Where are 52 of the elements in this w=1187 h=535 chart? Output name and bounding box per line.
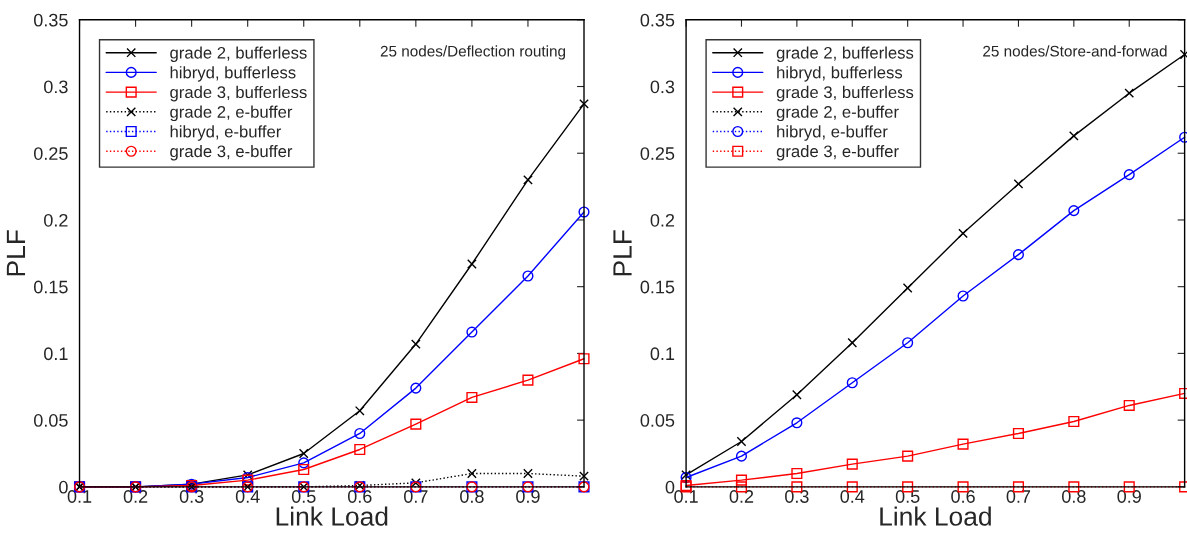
- annotation: 25 nodes/Deflection routing: [380, 45, 566, 60]
- x-axis-title: Link Load: [276, 506, 388, 526]
- x-tick-label: 0.5: [895, 490, 920, 503]
- annotation: 25 nodes/Store-and-forwad: [983, 45, 1167, 57]
- x-tick-label: 0.3: [179, 490, 204, 503]
- x-tick-label: 0.6: [951, 490, 975, 503]
- legend-label: grade 3, e-buffer: [776, 144, 899, 161]
- x-tick-label: 0.8: [1062, 490, 1086, 503]
- y-tick-label: 0.35: [33, 13, 68, 27]
- y-tick-label: 0.1: [650, 347, 675, 361]
- legend-label: hibryd, bufferless: [170, 66, 296, 82]
- legend-label: grade 2, e-buffer: [170, 105, 293, 122]
- legend-label: hibryd, e-buffer: [777, 125, 888, 141]
- y-axis-title: PLF: [613, 230, 632, 276]
- y-tick-label: 0: [665, 480, 675, 494]
- y-tick-label: 0.05: [640, 414, 675, 427]
- x-tick-label: 0.9: [1117, 490, 1141, 503]
- y-tick-label: 0.25: [640, 147, 675, 160]
- legend-label: grade 3, bufferless: [776, 85, 914, 102]
- legend-label: grade 3, bufferless: [170, 85, 307, 102]
- y-tick-label: 0: [59, 480, 68, 494]
- y-tick-label: 0.15: [640, 280, 675, 294]
- y-tick-label: 0.3: [44, 80, 68, 94]
- legend-label: grade 2, bufferless: [776, 46, 914, 62]
- y-tick-label: 0.35: [640, 13, 675, 27]
- y-tick-label: 0.15: [33, 280, 68, 294]
- x-tick-label: 0.4: [840, 490, 865, 503]
- legend-label: grade 2, e-buffer: [776, 105, 899, 122]
- x-axis-title: Link Load: [880, 506, 991, 526]
- x-tick-label: 0.7: [1006, 490, 1031, 503]
- legend-label: grade 2, bufferless: [170, 46, 307, 62]
- y-tick-label: 0.2: [650, 213, 675, 227]
- x-tick-label: 0.7: [404, 490, 428, 503]
- x-tick-label: 0.9: [516, 490, 540, 503]
- y-axis-title: PLF: [6, 230, 26, 276]
- x-tick-label: 0.3: [785, 490, 809, 503]
- legend-label: grade 3, e-buffer: [170, 144, 293, 161]
- x-tick-label: 0.2: [123, 490, 148, 503]
- x-tick-label: 0.4: [235, 490, 260, 503]
- y-tick-label: 0.25: [33, 147, 68, 160]
- legend-label: hibryd, bufferless: [777, 66, 903, 82]
- x-tick-label: 0.1: [67, 490, 92, 503]
- legend-label: hibryd, e-buffer: [170, 125, 282, 141]
- x-tick-label: 0.1: [674, 490, 698, 503]
- x-tick-label: 0.2: [729, 490, 754, 503]
- x-tick-label: 0.8: [460, 490, 484, 503]
- y-tick-label: 0.2: [44, 213, 68, 227]
- y-tick-label: 0.3: [650, 80, 675, 94]
- x-tick-label: 0.6: [347, 490, 372, 503]
- y-tick-label: 0.05: [33, 414, 68, 427]
- y-tick-label: 0.1: [44, 347, 68, 361]
- x-tick-label: 0.5: [291, 490, 316, 503]
